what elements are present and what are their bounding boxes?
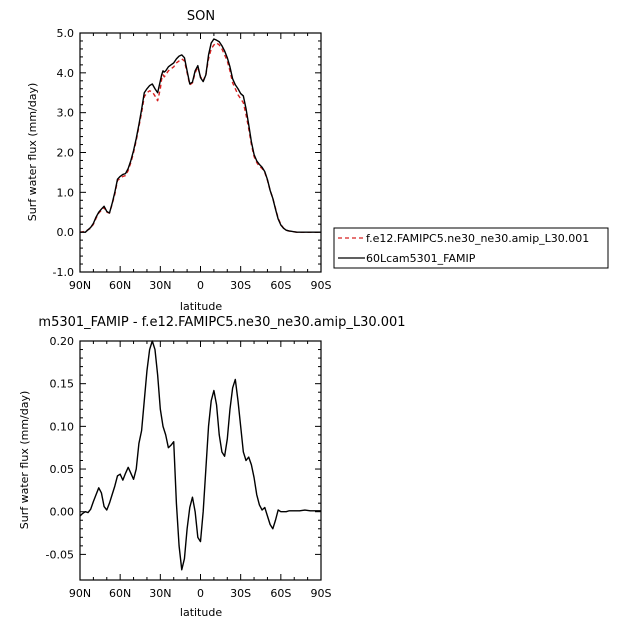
bottom-xtick-label: 0 — [197, 587, 204, 600]
bottom-xtick-label: 30N — [149, 587, 171, 600]
bottom-plot-frame — [79, 340, 322, 581]
bottom-xtick-label: 90S — [311, 587, 332, 600]
top-series-line-0 — [79, 42, 321, 233]
bottom-xtick-label: 60S — [270, 587, 291, 600]
top-xtick-label: 30N — [149, 279, 171, 292]
top-ytick-label: 3.0 — [57, 107, 75, 120]
top-plot-frame — [79, 32, 322, 273]
bottom-series-layer — [79, 340, 321, 571]
bottom-xtick-label: 30S — [230, 587, 251, 600]
legend-box — [333, 227, 609, 269]
legend-label-1: 60Lcam5301_FAMIP — [366, 252, 476, 265]
top-xtick-label: 60S — [270, 279, 291, 292]
top-ytick-label: 5.0 — [57, 27, 75, 40]
bottom-axes: 90N 60N 30N 0 30S 60S 90S -0.05 0.00 0.05 0.10 0.15… — [46, 335, 332, 600]
bottom-ytick-label: -0.05 — [46, 548, 74, 561]
bottom-series-line-0 — [79, 340, 321, 571]
top-xtick-label: 90S — [311, 279, 332, 292]
top-xtick-label: 60N — [109, 279, 131, 292]
bottom-panel: m5301_FAMIP - f.e12.FAMIPC5.ne30_ne30.am… — [18, 315, 406, 619]
bottom-xtick-label: 90N — [69, 587, 91, 600]
top-xlabel: latitude — [180, 300, 222, 313]
top-ytick-label: 4.0 — [57, 67, 75, 80]
top-ytick-label: 0.0 — [57, 226, 75, 239]
bottom-ytick-label: 0.20 — [50, 335, 75, 348]
top-title: SON — [187, 9, 215, 24]
top-xtick-label: 90N — [69, 279, 91, 292]
top-panel: SON 90N 60N 30N 0 30S 60S 90S -1.0 0.0 1.0 2.0 3.0 4… — [26, 9, 332, 313]
legend-label-0: f.e12.FAMIPC5.ne30_ne30.amip_L30.001 — [366, 232, 589, 245]
bottom-ytick-label: 0.10 — [50, 420, 75, 433]
bottom-ytick-label: 0.00 — [50, 506, 75, 519]
top-xtick-label: 0 — [197, 279, 204, 292]
top-ytick-label: 1.0 — [57, 186, 75, 199]
legend: f.e12.FAMIPC5.ne30_ne30.amip_L30.001 60L… — [333, 227, 609, 269]
bottom-xlabel: latitude — [180, 606, 222, 619]
top-ytick-label: -1.0 — [53, 266, 74, 279]
bottom-ytick-label: 0.05 — [50, 463, 75, 476]
top-xtick-label: 30S — [230, 279, 251, 292]
top-series-line-1 — [80, 38, 321, 233]
top-series-layer — [79, 38, 321, 233]
top-ytick-label: 2.0 — [57, 147, 75, 160]
bottom-ytick-label: 0.15 — [50, 378, 75, 391]
bottom-title: m5301_FAMIP - f.e12.FAMIPC5.ne30_ne30.am… — [38, 315, 405, 330]
top-axes: 90N 60N 30N 0 30S 60S 90S -1.0 0.0 1.0 2.0 3.0 4.0 5.… — [53, 27, 332, 292]
bottom-ylabel: Surf water flux (mm/day) — [18, 391, 31, 530]
bottom-xtick-label: 60N — [109, 587, 131, 600]
top-ylabel: Surf water flux (mm/day) — [26, 83, 39, 222]
